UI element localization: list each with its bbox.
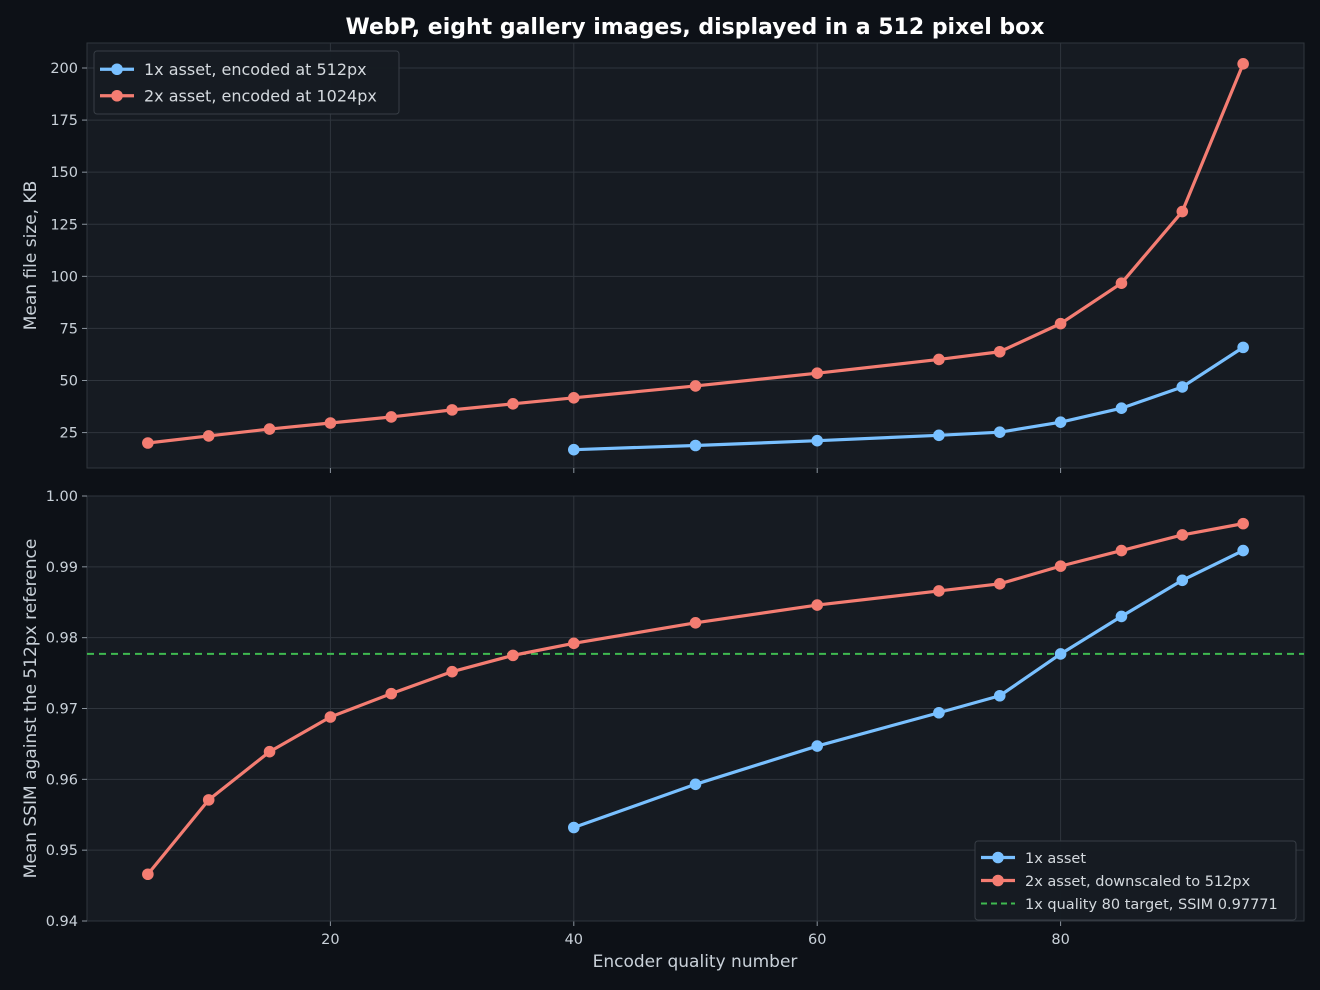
ssim-series-one-x-point: [1054, 648, 1067, 660]
ssim-series-two-x-point: [1237, 517, 1249, 530]
size-series-one-x-point: [811, 434, 823, 447]
ssim-series-two-x-point: [811, 599, 823, 611]
ssim-series-one-x-point: [1176, 574, 1189, 587]
ssim-y-tick-label: 0.99: [46, 560, 78, 576]
size-y-tick-label: 25: [60, 426, 78, 442]
ssim-legend-label: 1x asset: [1025, 851, 1086, 867]
size-y-tick-label: 150: [50, 165, 78, 181]
size-series-two-x-point: [689, 380, 702, 392]
ssim-panel: 0.94 0.95 0.96 0.97 0.98 0.99 1.00 Mean SSIM ag…: [21, 489, 1305, 948]
size-series-one-x-point: [1054, 416, 1067, 428]
ssim-series-two-x-point: [993, 578, 1006, 590]
ssim-y-tick-label: 0.97: [46, 702, 78, 718]
ssim-y-tick-label: 0.96: [46, 772, 78, 788]
ssim-legend-label: 1x quality 80 target, SSIM 0.97771: [1025, 897, 1278, 913]
size-series-two-x-point: [263, 423, 276, 435]
size-series-one-x-point: [1176, 381, 1189, 393]
size-series-two-x-point: [933, 353, 945, 366]
x-axis-label: Encoder quality number: [593, 952, 798, 972]
ssim-series-two-x-point: [1115, 544, 1128, 557]
x-tick-label: 20: [321, 932, 339, 948]
size-y-tick-label: 75: [60, 321, 78, 337]
size-y-tick-label: 175: [50, 113, 78, 129]
ssim-series-two-x-point: [142, 868, 154, 881]
ssim-series-two-x-point: [1176, 529, 1189, 541]
size-series-one-x-point: [568, 443, 580, 456]
ssim-series-two-x-point: [933, 585, 945, 597]
ssim-series-two-x-point: [324, 711, 337, 723]
ssim-legend-box: [974, 840, 1297, 921]
size-series-one-x-point: [1237, 341, 1249, 354]
ssim-legend-swatch-marker: [992, 874, 1004, 887]
ssim-series-two-x-point: [1054, 560, 1067, 572]
x-tick-label: 80: [1051, 932, 1069, 948]
ssim-series-two-x-point: [689, 616, 702, 629]
ssim-series-one-x-point: [993, 689, 1006, 702]
x-tick-label: 40: [565, 932, 583, 948]
ssim-series-one-x-point: [689, 778, 702, 791]
size-y-tick-label: 100: [50, 269, 78, 285]
ssim-series-one-x-point: [1115, 610, 1128, 623]
size-series-two-x-point: [385, 411, 398, 423]
ssim-series-two-x-point: [385, 687, 398, 700]
size-series-two-x-point: [1054, 317, 1067, 330]
size-legend-label: 2x asset, encoded at 1024px: [144, 86, 377, 105]
ssim-series-two-x-point: [202, 794, 215, 806]
ssim-y-tick-label: 0.98: [46, 631, 78, 647]
size-series-two-x-point: [507, 398, 519, 410]
ssim-series-one-x-point: [811, 740, 823, 752]
size-legend-swatch-marker: [111, 63, 123, 76]
x-tick-label: 60: [808, 932, 826, 948]
size-series-two-x-point: [142, 437, 154, 449]
size-series-two-x-point: [324, 417, 337, 429]
ssim-series-two-x-point: [568, 637, 580, 650]
size-legend-box: [93, 50, 400, 115]
size-series-two-x-point: [1237, 58, 1249, 70]
ssim-series-two-x-point: [446, 665, 458, 678]
size-legend-label: 1x asset, encoded at 512px: [144, 60, 367, 79]
ssim-legend-label: 2x asset, downscaled to 512px: [1025, 874, 1251, 890]
size-y-tick-label: 50: [60, 374, 78, 390]
ssim-y-tick-label: 0.95: [46, 843, 78, 859]
file-size-panel: 25 50 75 100 125 150 175 200 Mean file size, KB 1…: [21, 42, 1305, 473]
ssim-series-two-x-line: [146, 522, 1245, 876]
size-series-two-x-point: [446, 404, 458, 416]
ssim-series-two-x-point: [263, 745, 276, 758]
ssim-y-tick-label: 1.00: [46, 489, 78, 505]
ssim-y-tick-label: 0.94: [46, 914, 78, 930]
ssim-series-one-x-point: [568, 821, 580, 834]
size-series-two-x-point: [1115, 277, 1128, 290]
size-series-two-x-point: [202, 430, 215, 442]
size-series-one-x-point: [993, 426, 1006, 438]
ssim-series-one-x-point: [933, 706, 945, 719]
size-series-two-x-line: [146, 62, 1245, 445]
ssim-y-axis-label: Mean SSIM against the 512px reference: [21, 539, 41, 879]
size-series-two-x-point: [1176, 205, 1189, 218]
size-series-one-x-point: [689, 439, 702, 452]
size-legend-swatch-marker: [111, 89, 123, 102]
size-series-two-x-point: [568, 391, 580, 404]
size-series-one-x-point: [933, 429, 945, 442]
size-y-tick-label: 200: [50, 61, 78, 77]
size-series-two-x-point: [811, 367, 823, 380]
ssim-legend-swatch-marker: [992, 851, 1004, 864]
ssim-series-two-x-point: [507, 649, 519, 662]
size-y-tick-label: 125: [50, 217, 78, 233]
size-series-one-x-point: [1115, 402, 1128, 415]
chart-title: WebP, eight gallery images, displayed in…: [346, 15, 1045, 40]
size-y-axis-label: Mean file size, KB: [21, 181, 41, 331]
ssim-series-one-x-point: [1237, 544, 1249, 557]
size-series-two-x-point: [993, 345, 1006, 358]
